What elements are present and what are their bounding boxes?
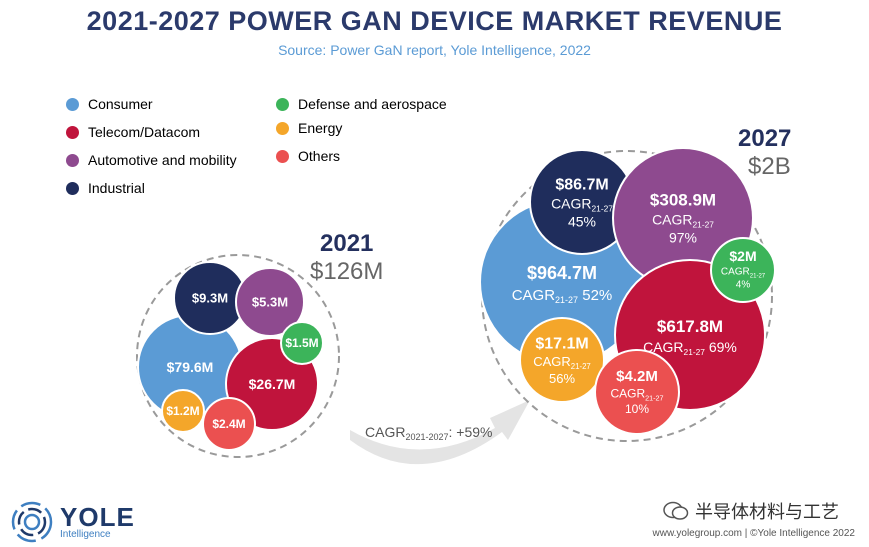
bubble-2021-others-label: $2.4M (212, 417, 245, 431)
chart-subtitle: Source: Power GaN report, Yole Intellige… (278, 42, 591, 58)
bubble-2027-energy-value: $17.1M (535, 335, 588, 352)
legend-dot (276, 149, 289, 163)
legend-item-industrial: Industrial (66, 180, 145, 196)
bubble-2027-automotive-and-mobility-cagr: CAGR21-27 (652, 211, 714, 229)
bubble-2021-automotive-and-mobility (235, 267, 305, 337)
bubble-2027-industrial-pct: 45% (568, 214, 596, 230)
bubble-2027-energy (519, 317, 605, 403)
watermark-text: 半导体材料与工艺 (695, 502, 839, 522)
bubble-2027-telecom-datacom-cagr: CAGR21-27 69% (643, 339, 737, 357)
legend-item-telecom: Telecom/Datacom (66, 124, 200, 140)
bubble-2027-energy-cagr: CAGR21-27 (533, 354, 591, 371)
legend-item-automotive: Automotive and mobility (66, 152, 237, 168)
bubble-2021-telecom-datacom-label: $26.7M (249, 376, 296, 392)
bubbles-2021: $79.6M $26.7M $9.3M $5.3M $1.5M $1.2M $2.4M (137, 261, 324, 451)
year-2021-label: 2021 (320, 230, 374, 257)
bubble-2021-energy-label: $1.2M (166, 404, 199, 418)
yole-logo: YOLE Intelligence (10, 500, 135, 544)
bubble-2027-automotive-and-mobility-pct: 97% (669, 230, 697, 246)
total-2021-label: $126M (310, 258, 384, 285)
total-2027-label: $2B (748, 153, 791, 180)
bubble-2027-defense-and-aerospace-cagr: CAGR21-27 (721, 267, 766, 280)
bubble-2027-telecom-datacom-value: $617.8M (657, 317, 723, 336)
logo-sub: Intelligence (60, 529, 111, 540)
bubble-2021-energy (161, 389, 205, 433)
wechat-icon (663, 501, 689, 520)
legend-dot (66, 153, 79, 167)
bubble-2027-others-cagr: CAGR21-27 (610, 386, 663, 402)
yole-logo-icon (11, 501, 53, 543)
bubble-2027-automotive-and-mobility-value: $308.9M (650, 190, 716, 209)
bubble-2027-industrial-value: $86.7M (555, 176, 608, 193)
bubble-2027-industrial-cagr: CAGR21-27 (551, 195, 613, 213)
legend-dot (276, 97, 289, 111)
legend-item-energy: Energy (276, 120, 342, 136)
legend-item-consumer: Consumer (66, 96, 153, 112)
legend-label: Telecom/Datacom (88, 124, 201, 140)
bubble-2027-defense-and-aerospace-pct: 4% (736, 280, 751, 291)
bubble-group-2027-outline (481, 150, 773, 442)
growth-cagr-label: CAGR2021-2027: +59% (365, 424, 492, 442)
legend-label: Energy (298, 120, 343, 136)
legend-label: Defense and aerospace (298, 96, 447, 112)
year-2027-label: 2027 (738, 125, 792, 152)
legend-label: Industrial (88, 180, 145, 196)
legend-dot (66, 97, 79, 111)
chart-title: 2021-2027 POWER GAN DEVICE MARKET REVENU… (86, 6, 783, 36)
bubble-2021-others (202, 397, 256, 451)
bubble-2027-consumer-value: $964.7M (527, 263, 597, 283)
bubble-2027-energy-pct: 56% (549, 371, 575, 386)
legend-item-defense: Defense and aerospace (276, 96, 447, 112)
bubble-group-2021-outline (136, 254, 340, 458)
bubble-2027-others-pct: 10% (625, 402, 649, 416)
logo-name: YOLE (60, 502, 135, 532)
legend-dot (276, 121, 289, 135)
legend-dot (66, 125, 79, 139)
legend-label: Consumer (88, 96, 153, 112)
legend-label: Others (298, 148, 341, 164)
bubble-2021-defense-and-aerospace (280, 321, 324, 365)
legend-label: Automotive and mobility (88, 152, 237, 168)
bubble-2021-automotive-and-mobility-label: $5.3M (252, 295, 288, 310)
growth-arrow (350, 400, 530, 465)
bubble-2021-consumer-label: $79.6M (167, 359, 214, 375)
bubble-2027-others (594, 349, 680, 435)
watermark: 半导体材料与工艺 (663, 498, 839, 524)
bubble-2027-defense-and-aerospace (710, 237, 776, 303)
bubble-2021-defense-and-aerospace-label: $1.5M (285, 336, 318, 350)
copyright: www.yolegroup.com | ©Yole Intelligence 2… (652, 528, 856, 539)
bubble-2027-others-value: $4.2M (616, 368, 658, 385)
bubble-2027-defense-and-aerospace-value: $2M (729, 248, 756, 264)
bubble-2027-consumer-cagr: CAGR21-27 52% (512, 287, 613, 305)
legend-item-others: Others (276, 148, 340, 164)
legend-dot (66, 181, 79, 195)
bubble-2021-industrial-label: $9.3M (192, 291, 228, 306)
